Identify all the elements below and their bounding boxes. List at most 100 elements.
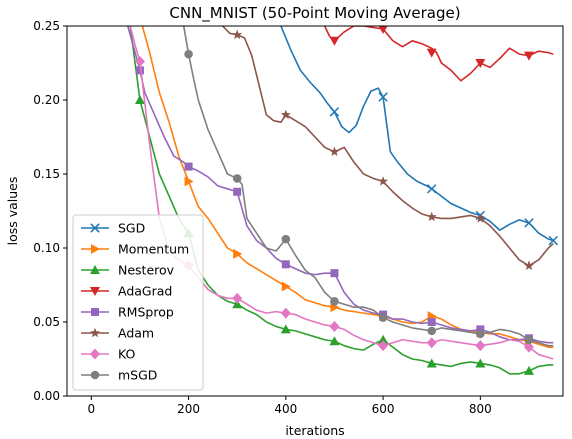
y-tick-label: 0.00 xyxy=(33,389,60,403)
data-point xyxy=(378,92,388,102)
legend-item: SGD xyxy=(81,221,145,236)
y-tick-label: 0.20 xyxy=(33,93,60,107)
legend-label: AdaGrad xyxy=(118,284,172,299)
legend-marker xyxy=(90,327,100,338)
data-point xyxy=(280,324,291,334)
data-point xyxy=(329,146,340,157)
x-tick-label: 800 xyxy=(469,402,492,416)
data-point xyxy=(426,358,437,368)
data-point xyxy=(281,260,290,269)
legend-item: RMSprop xyxy=(81,305,174,320)
data-point xyxy=(232,29,243,40)
data-point xyxy=(329,320,340,332)
x-tick-label: 400 xyxy=(274,402,297,416)
data-point xyxy=(523,365,534,375)
legend-label: mSGD xyxy=(118,368,157,383)
legend-label: SGD xyxy=(118,221,145,236)
data-point xyxy=(280,109,291,120)
series-line xyxy=(280,26,554,242)
series-layer xyxy=(127,26,559,375)
data-point xyxy=(523,341,534,353)
data-point xyxy=(233,187,242,196)
y-tick-label: 0.05 xyxy=(33,315,60,329)
x-tick-label: 600 xyxy=(372,402,395,416)
legend-box xyxy=(72,214,204,391)
legend-marker xyxy=(90,287,100,296)
series-line xyxy=(222,26,554,267)
data-point xyxy=(281,234,291,244)
legend-label: KO xyxy=(118,347,136,362)
data-point xyxy=(378,340,389,352)
y-axis-label: loss values xyxy=(5,177,20,246)
x-axis-label: iterations xyxy=(285,423,344,438)
legend-item: Momentum xyxy=(81,242,189,257)
data-point xyxy=(475,59,486,68)
legend-item: Adam xyxy=(81,326,154,341)
data-point xyxy=(475,213,486,223)
data-point xyxy=(426,337,437,349)
data-point xyxy=(281,281,291,292)
data-point xyxy=(134,95,145,104)
legend-marker xyxy=(91,308,99,316)
data-point xyxy=(232,174,242,183)
legend-item: mSGD xyxy=(81,368,157,383)
data-point xyxy=(476,329,485,339)
data-point xyxy=(280,307,291,319)
data-point xyxy=(378,313,388,322)
data-point xyxy=(329,107,340,117)
data-point xyxy=(476,325,485,334)
legend-marker xyxy=(90,370,100,380)
data-point xyxy=(475,340,486,352)
legend-marker xyxy=(90,223,100,233)
legend-label: RMSprop xyxy=(118,305,174,320)
data-point xyxy=(523,51,534,61)
series-adam xyxy=(222,26,554,270)
y-tick-label: 0.15 xyxy=(33,167,60,181)
legend-item: AdaGrad xyxy=(81,284,172,299)
x-axis-ticks: 0 200 400 600 800 xyxy=(87,396,492,416)
x-tick-label: 0 xyxy=(87,402,95,416)
legend-item: Nesterov xyxy=(81,263,175,278)
data-point xyxy=(475,358,486,368)
data-point xyxy=(184,162,193,171)
data-point xyxy=(330,269,339,278)
legend: SGD Momentum Nesterov AdaGrad RMSprop Adam KO m… xyxy=(72,214,204,391)
series-line xyxy=(141,26,554,348)
data-point xyxy=(426,48,437,58)
data-point xyxy=(378,26,388,34)
legend-item: KO xyxy=(81,347,136,362)
legend-marker xyxy=(90,265,100,274)
data-point xyxy=(427,326,437,336)
data-point xyxy=(378,334,389,344)
x-tick-label: 200 xyxy=(177,402,200,416)
data-point xyxy=(135,66,144,75)
data-point xyxy=(329,36,340,46)
data-point xyxy=(233,248,243,259)
series-adagrad xyxy=(324,26,554,82)
chart-title: CNN_MNIST (50-Point Moving Average) xyxy=(169,4,460,23)
series-msgd xyxy=(182,26,554,347)
data-point xyxy=(426,184,437,194)
data-point xyxy=(378,176,389,186)
data-point xyxy=(427,318,436,326)
legend-marker xyxy=(91,244,100,254)
plot-frame xyxy=(66,25,564,397)
data-point xyxy=(426,211,437,222)
y-tick-label: 0.25 xyxy=(33,19,60,33)
data-point xyxy=(329,336,340,346)
data-point xyxy=(330,296,339,306)
y-tick-label: 0.10 xyxy=(33,241,60,255)
legend-marker xyxy=(90,348,100,360)
y-axis-ticks: 0.00 0.05 0.10 0.15 0.20 0.25 xyxy=(33,19,67,403)
series-line xyxy=(324,26,554,82)
data-point xyxy=(184,176,194,187)
data-point xyxy=(134,56,145,68)
data-point xyxy=(548,235,559,246)
legend-label: Nesterov xyxy=(118,263,175,278)
legend-label: Adam xyxy=(118,326,154,341)
data-point xyxy=(524,260,534,270)
legend-label: Momentum xyxy=(118,242,189,257)
data-point xyxy=(524,335,534,345)
data-point xyxy=(524,218,534,228)
